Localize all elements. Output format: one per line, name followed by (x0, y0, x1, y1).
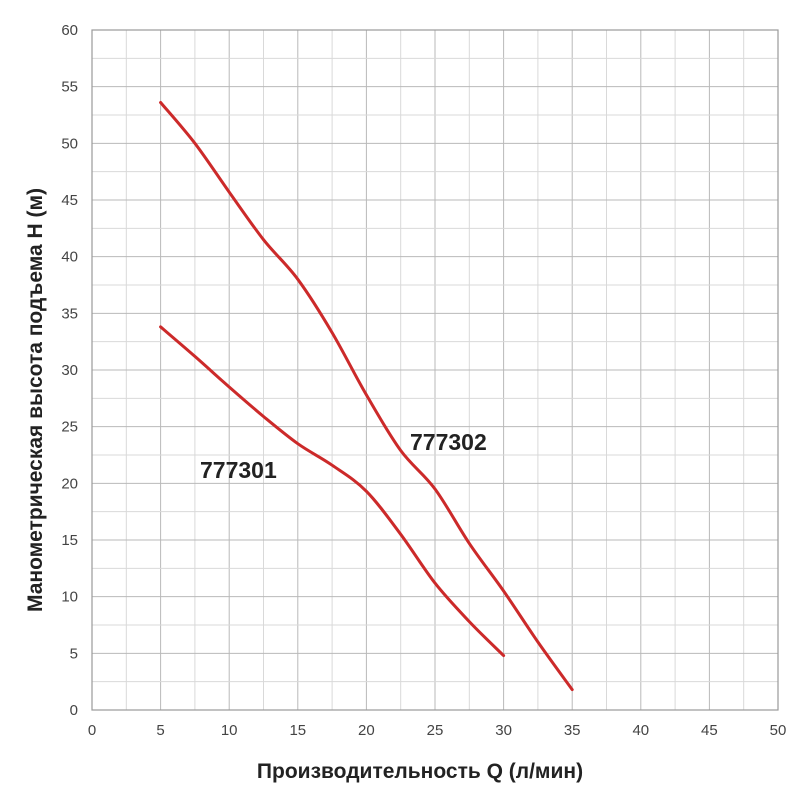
y-tick-label: 30 (61, 362, 78, 379)
grid-layer (91, 29, 779, 711)
plot-frame (91, 29, 779, 711)
y-tick-label: 55 (61, 79, 78, 96)
series-line-777302 (159, 101, 574, 692)
x-tick-label: 40 (632, 722, 649, 739)
y-tick-label: 50 (61, 135, 78, 152)
axis-layer: 0 5 10 15 20 25 30 35 40 45 50 0 5 10 15 20 25 30 35 40 45 50… (61, 22, 786, 739)
x-tick-label: 0 (88, 722, 96, 739)
y-tick-label: 15 (61, 532, 78, 549)
y-axis-title: Манометрическая высота подъема Н (м) (24, 188, 47, 612)
y-tick-label: 40 (61, 249, 78, 266)
series-layer (159, 101, 574, 692)
x-tick-label: 45 (701, 722, 718, 739)
y-tick-label: 10 (61, 589, 78, 606)
y-tick-label: 20 (61, 475, 78, 492)
series-line-777301 (159, 325, 506, 658)
y-tick-label: 35 (61, 305, 78, 322)
y-tick-label: 45 (61, 192, 78, 209)
y-tick-label: 0 (70, 702, 78, 719)
y-tick-label: 25 (61, 419, 78, 436)
x-axis-title: Производительность Q (л/мин) (257, 760, 583, 783)
x-tick-label: 15 (289, 722, 306, 739)
y-tick-label: 5 (70, 645, 78, 662)
series-label-777301: 777301 (200, 457, 277, 483)
x-tick-label: 50 (770, 722, 787, 739)
x-tick-label: 25 (427, 722, 444, 739)
x-tick-label: 20 (358, 722, 375, 739)
x-tick-label: 35 (564, 722, 581, 739)
series-label-777302: 777302 (410, 429, 487, 455)
x-tick-label: 10 (221, 722, 238, 739)
x-tick-label: 30 (495, 722, 512, 739)
y-tick-label: 60 (61, 22, 78, 39)
x-tick-label: 5 (156, 722, 164, 739)
